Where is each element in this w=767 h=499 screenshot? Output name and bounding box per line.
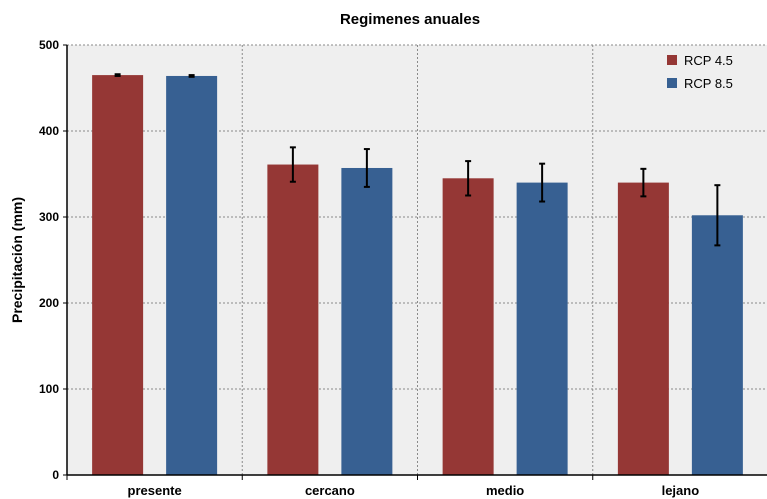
x-tick-label: medio bbox=[486, 483, 524, 498]
y-tick-label: 0 bbox=[52, 468, 59, 482]
bar-rcp85-cercano bbox=[341, 167, 393, 476]
bar-rcp45-presente bbox=[92, 75, 144, 475]
chart-title: Regimenes anuales bbox=[340, 11, 480, 28]
x-tick-label: cercano bbox=[305, 483, 355, 498]
tick-labels: 0 100 200 300 400 500 presente cercano medio leja… bbox=[39, 38, 699, 498]
x-tick-label: lejano bbox=[662, 483, 700, 498]
bar-rcp45-medio bbox=[442, 178, 494, 476]
legend-swatch-rcp85 bbox=[667, 78, 677, 88]
bar-rcp45-lejano bbox=[617, 182, 669, 475]
legend-label-rcp85: RCP 8.5 bbox=[684, 76, 733, 91]
bar-rcp85-medio bbox=[516, 182, 568, 475]
y-axis-label: Precipitación (mm) bbox=[9, 197, 25, 323]
x-tick-label: presente bbox=[128, 483, 182, 498]
legend: RCP 4.5 RCP 8.5 bbox=[667, 53, 733, 91]
y-tick-label: 300 bbox=[39, 210, 59, 224]
legend-swatch-rcp45 bbox=[667, 55, 677, 65]
y-tick-label: 200 bbox=[39, 296, 59, 310]
bar-rcp85-lejano bbox=[691, 215, 743, 475]
bar-rcp85-presente bbox=[166, 75, 218, 476]
y-tick-label: 500 bbox=[39, 38, 59, 52]
legend-label-rcp45: RCP 4.5 bbox=[684, 53, 733, 68]
bars bbox=[92, 73, 743, 476]
bar-rcp45-cercano bbox=[267, 164, 319, 476]
y-tick-label: 400 bbox=[39, 124, 59, 138]
axes bbox=[63, 44, 767, 480]
y-tick-label: 100 bbox=[39, 382, 59, 396]
